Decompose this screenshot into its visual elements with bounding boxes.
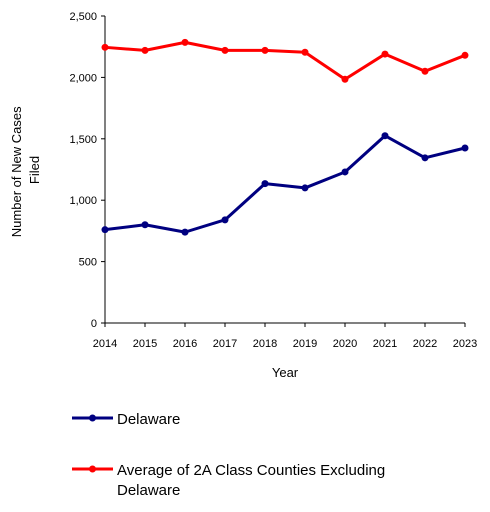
data-point-1: [101, 43, 109, 51]
x-tick-label: 2016: [173, 338, 197, 350]
data-point-1: [341, 75, 349, 83]
legend-label-average-line-2: Delaware: [117, 482, 180, 499]
data-point-1: [381, 50, 389, 58]
x-tick-label: 2014: [93, 338, 117, 350]
legend-item-delaware: Delaware: [72, 411, 180, 428]
legend-marker-delaware: [89, 414, 96, 422]
x-ticks: 2014 2015 2016 2017 2018 2019 2020 2021 2022 2023: [93, 323, 477, 350]
data-point-0: [461, 144, 469, 152]
y-tick-label: 1,000: [69, 195, 97, 207]
data-point-1: [181, 38, 189, 46]
series-line-1: [104, 40, 466, 81]
data-point-1: [261, 46, 269, 54]
y-axis-title-line-1: Number of New Cases: [9, 106, 24, 237]
y-ticks: 0 500 1,000 1,500 2,000 2,500: [69, 11, 105, 330]
data-point-0: [301, 184, 309, 192]
data-point-0: [101, 226, 109, 234]
x-tick-label: 2023: [453, 338, 477, 350]
y-tick-label: 1,500: [69, 134, 97, 146]
data-point-1: [221, 46, 229, 54]
y-axis-title: Number of New Cases Filed: [9, 103, 42, 237]
legend-item-average: Average of 2A Class Counties Excluding D…: [72, 462, 389, 499]
data-point-0: [341, 168, 349, 176]
y-tick-label: 500: [79, 257, 97, 269]
data-point-0: [421, 154, 429, 162]
x-tick-label: 2021: [373, 338, 397, 350]
series-layer: [101, 38, 469, 236]
legend-label-delaware: Delaware: [117, 411, 180, 428]
data-point-1: [141, 46, 149, 54]
legend-marker-average: [89, 465, 96, 473]
legend-label-average: Average of 2A Class Counties Excluding D…: [117, 462, 389, 499]
x-tick-label: 2019: [293, 338, 317, 350]
data-point-0: [181, 228, 189, 236]
x-tick-label: 2020: [333, 338, 357, 350]
y-tick-label: 0: [91, 318, 97, 330]
data-point-0: [381, 132, 389, 140]
data-point-0: [141, 221, 149, 229]
legend-label-average-line-1: Average of 2A Class Counties Excluding: [117, 462, 385, 479]
series-line-0: [104, 134, 466, 234]
data-point-0: [221, 216, 229, 224]
legend: Delaware Average of 2A Class Counties Ex…: [72, 411, 389, 499]
data-point-1: [461, 51, 469, 59]
x-tick-label: 2017: [213, 338, 237, 350]
x-axis-title: Year: [272, 365, 299, 380]
x-tick-label: 2015: [133, 338, 157, 350]
x-tick-label: 2022: [413, 338, 437, 350]
y-axis-title-line-2: Filed: [27, 156, 42, 184]
y-tick-label: 2,500: [69, 11, 97, 23]
y-tick-label: 2,000: [69, 72, 97, 84]
x-tick-label: 2018: [253, 338, 277, 350]
data-point-1: [301, 48, 309, 56]
data-point-0: [261, 180, 269, 188]
data-point-1: [421, 67, 429, 75]
